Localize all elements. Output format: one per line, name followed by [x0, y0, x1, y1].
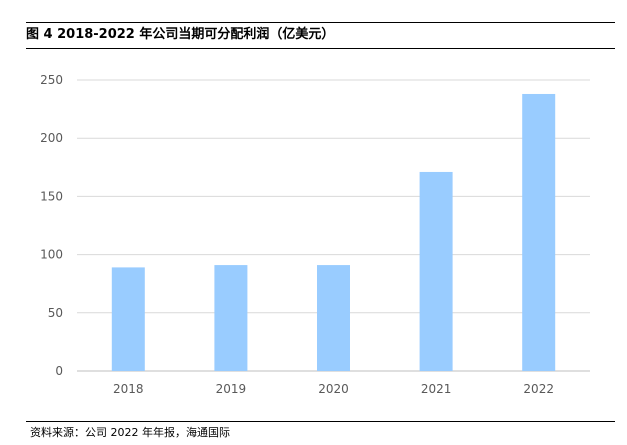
x-tick-label: 2021 — [421, 382, 452, 396]
bar-2020 — [317, 265, 350, 371]
bar-2022 — [522, 93, 556, 371]
y-axis-ticks: 0 50 100 150 200 250 — [40, 73, 63, 378]
bars — [111, 93, 556, 371]
x-tick-label: 2018 — [113, 382, 144, 396]
title-rule — [26, 48, 615, 49]
bar-2018 — [111, 267, 145, 371]
top-rule — [26, 22, 615, 23]
y-tick-label: 100 — [40, 248, 63, 262]
y-tick-label: 150 — [40, 189, 63, 203]
y-tick-label: 50 — [48, 306, 63, 320]
figure-title: 图 4 2018-2022 年公司当期可分配利润（亿美元） — [26, 27, 335, 42]
y-tick-label: 0 — [55, 364, 63, 378]
x-tick-label: 2020 — [318, 382, 349, 396]
y-tick-label: 250 — [40, 73, 63, 87]
x-tick-label: 2022 — [523, 382, 554, 396]
source-note: 资料来源：公司 2022 年年报，海通国际 — [30, 426, 230, 439]
x-tick-label: 2019 — [216, 382, 247, 396]
bar-2019 — [214, 265, 248, 371]
bar-2021 — [419, 171, 453, 371]
y-tick-label: 200 — [40, 131, 63, 145]
source-rule — [26, 421, 615, 422]
x-axis-ticks: 2018 2019 2020 2021 2022 — [113, 382, 554, 396]
